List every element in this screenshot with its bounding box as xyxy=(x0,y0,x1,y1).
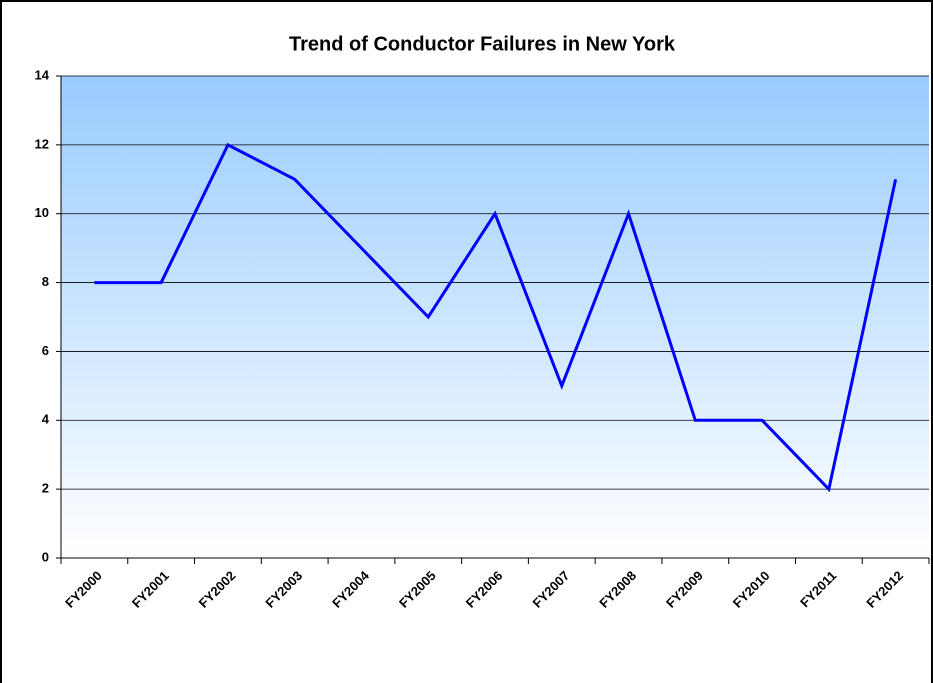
y-tick-label: 6 xyxy=(42,343,49,358)
y-tick-label: 12 xyxy=(35,136,49,151)
y-tick-label: 10 xyxy=(35,205,49,220)
y-tick-label: 4 xyxy=(42,412,50,427)
y-tick-label: 14 xyxy=(35,67,50,82)
y-tick-label: 0 xyxy=(42,549,49,564)
chart-title: Trend of Conductor Failures in New York xyxy=(289,33,676,55)
y-tick-label: 2 xyxy=(42,481,49,496)
plot-area xyxy=(61,76,929,558)
line-series xyxy=(94,142,898,493)
y-tick-label: 8 xyxy=(42,274,49,289)
